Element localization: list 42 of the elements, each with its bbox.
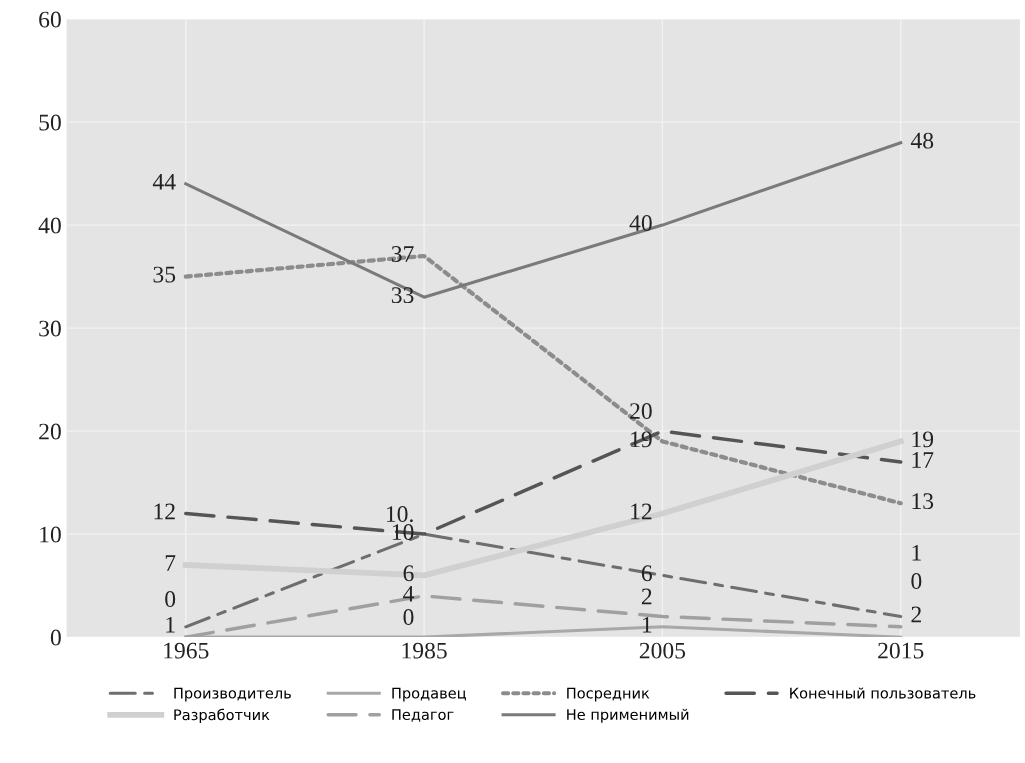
data-label: 20	[630, 403, 652, 420]
data-label: 44	[152, 174, 176, 190]
data-label: 48	[910, 132, 934, 149]
data-label: 7	[165, 555, 176, 571]
data-label: 4	[403, 586, 414, 602]
legend-label: Конечный пользователь	[790, 687, 976, 699]
y-tick-label: 0	[50, 629, 61, 646]
data-label: 10.	[386, 506, 413, 523]
legend-label: Не применимый	[567, 708, 689, 723]
data-label: 1	[166, 616, 175, 633]
x-tick-label: 1965	[164, 642, 209, 659]
y-tick-label: 10	[40, 526, 61, 543]
y-tick-label: 20	[39, 423, 61, 440]
data-label: 19	[912, 431, 934, 448]
data-label: 12	[631, 503, 652, 520]
data-label: 0	[165, 591, 176, 608]
legend-label: Разработчик	[174, 708, 270, 724]
data-label: 1	[912, 544, 921, 561]
x-tick-label: 2005	[639, 642, 686, 659]
y-tick-label: 40	[38, 217, 61, 234]
data-label: 17	[912, 452, 934, 468]
legend-label: Продавец	[392, 687, 466, 702]
data-label: 13	[912, 493, 934, 510]
legend-label: Педагог	[392, 709, 454, 722]
x-tick-label: 1985	[402, 642, 447, 659]
data-label: 2	[641, 588, 652, 605]
data-label: 33	[391, 287, 414, 304]
data-label: 37	[391, 246, 414, 262]
data-label: 2	[911, 606, 921, 623]
legend-label: Посредник	[567, 687, 650, 702]
y-tick-label: 50	[39, 114, 61, 131]
x-tick-label: 2015	[878, 642, 924, 659]
data-label: 6	[403, 565, 414, 582]
data-label: 40	[629, 215, 652, 231]
y-tick-label: 30	[39, 320, 61, 337]
legend-label: Производитель	[174, 687, 291, 702]
data-label: 0	[403, 609, 414, 626]
data-label: 12	[154, 503, 175, 520]
y-tick-label: 60	[39, 11, 61, 28]
data-label: 35	[153, 266, 176, 283]
data-label: 1	[642, 616, 652, 633]
data-label: 0	[911, 573, 922, 590]
